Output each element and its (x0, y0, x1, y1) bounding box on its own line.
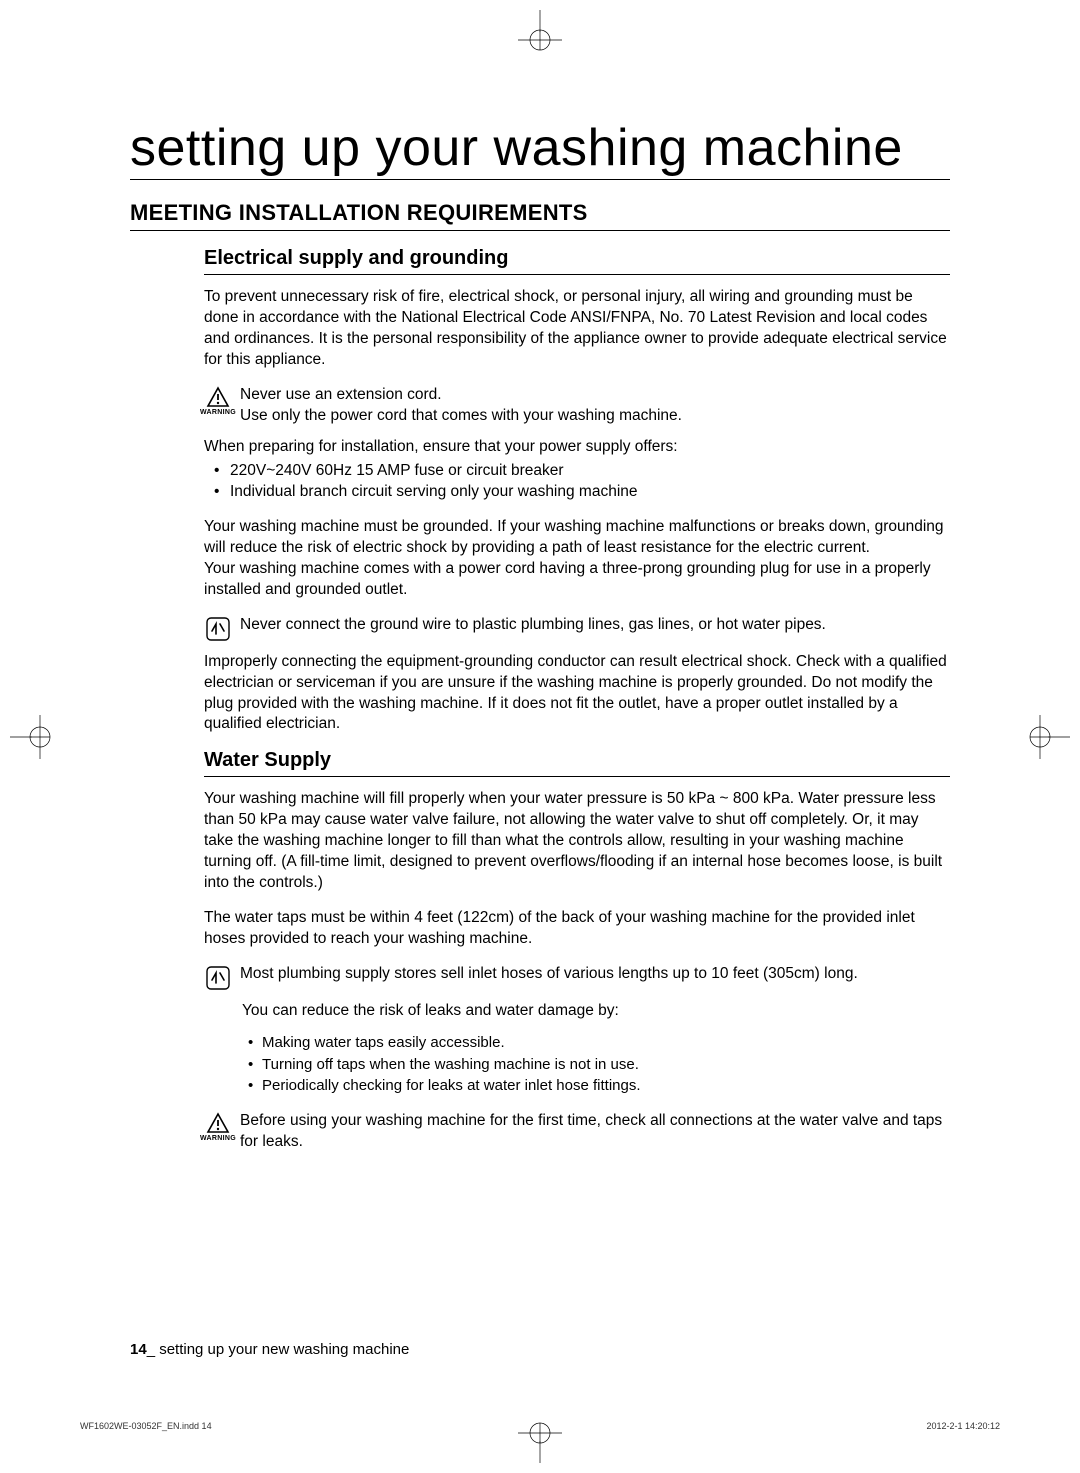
main-title: setting up your washing machine (130, 120, 950, 180)
page-content: setting up your washing machine MEETING … (0, 0, 1080, 1473)
prep-intro: When preparing for installation, ensure … (204, 437, 950, 458)
note-icon (204, 616, 232, 642)
footer: 14_ setting up your new washing machine (130, 1341, 409, 1358)
prep-bullet-2: Individual branch circuit serving only y… (204, 481, 950, 503)
note-2-text: Most plumbing supply stores sell inlet h… (240, 964, 950, 985)
reduce-bullet-3: Periodically checking for leaks at water… (242, 1075, 950, 1097)
reduce-bullet-2: Turning off taps when the washing machin… (242, 1054, 950, 1076)
prep-bullet-1: 220V~240V 60Hz 15 AMP fuse or circuit br… (204, 460, 950, 482)
warning-icon: WARNING (204, 1112, 232, 1142)
note-callout-2: Most plumbing supply stores sell inlet h… (204, 964, 950, 991)
improper-text: Improperly connecting the equipment-grou… (204, 652, 950, 736)
warning-2-text: Before using your washing machine for th… (240, 1111, 950, 1153)
meta-timestamp: 2012-2-1 14:20:12 (926, 1421, 1000, 1431)
water-pressure: Your washing machine will ﬁll properly w… (204, 789, 950, 894)
meta-file: WF1602WE-03052F_EN.indd 14 (80, 1421, 212, 1431)
electrical-heading: Electrical supply and grounding (204, 247, 950, 275)
footer-label: _ setting up your new washing machine (147, 1341, 410, 1358)
warning-label: WARNING (200, 409, 236, 416)
reduce-intro: You can reduce the risk of leaks and wat… (242, 1001, 950, 1022)
water-heading: Water Supply (204, 749, 950, 777)
reduce-bullets: Making water taps easily accessible. Tur… (242, 1032, 950, 1097)
page-number: 14 (130, 1341, 147, 1358)
warning-label: WARNING (200, 1135, 236, 1142)
warning-1-text: Never use an extension cord. Use only th… (240, 385, 950, 427)
note-icon (204, 965, 232, 991)
note-callout-1: Never connect the ground wire to plastic… (204, 615, 950, 642)
warning-callout-1: WARNING Never use an extension cord. Use… (204, 385, 950, 427)
warning-icon: WARNING (204, 386, 232, 416)
section-heading: MEETING INSTALLATION REQUIREMENTS (130, 200, 950, 231)
warning-callout-2: WARNING Before using your washing machin… (204, 1111, 950, 1153)
prep-bullets: 220V~240V 60Hz 15 AMP fuse or circuit br… (204, 460, 950, 503)
grounding-text: Your washing machine must be grounded. I… (204, 517, 950, 601)
reduce-bullet-1: Making water taps easily accessible. (242, 1032, 950, 1054)
electrical-intro: To prevent unnecessary risk of ﬁre, elec… (204, 287, 950, 371)
note-1-text: Never connect the ground wire to plastic… (240, 615, 950, 636)
water-taps: The water taps must be within 4 feet (12… (204, 908, 950, 950)
